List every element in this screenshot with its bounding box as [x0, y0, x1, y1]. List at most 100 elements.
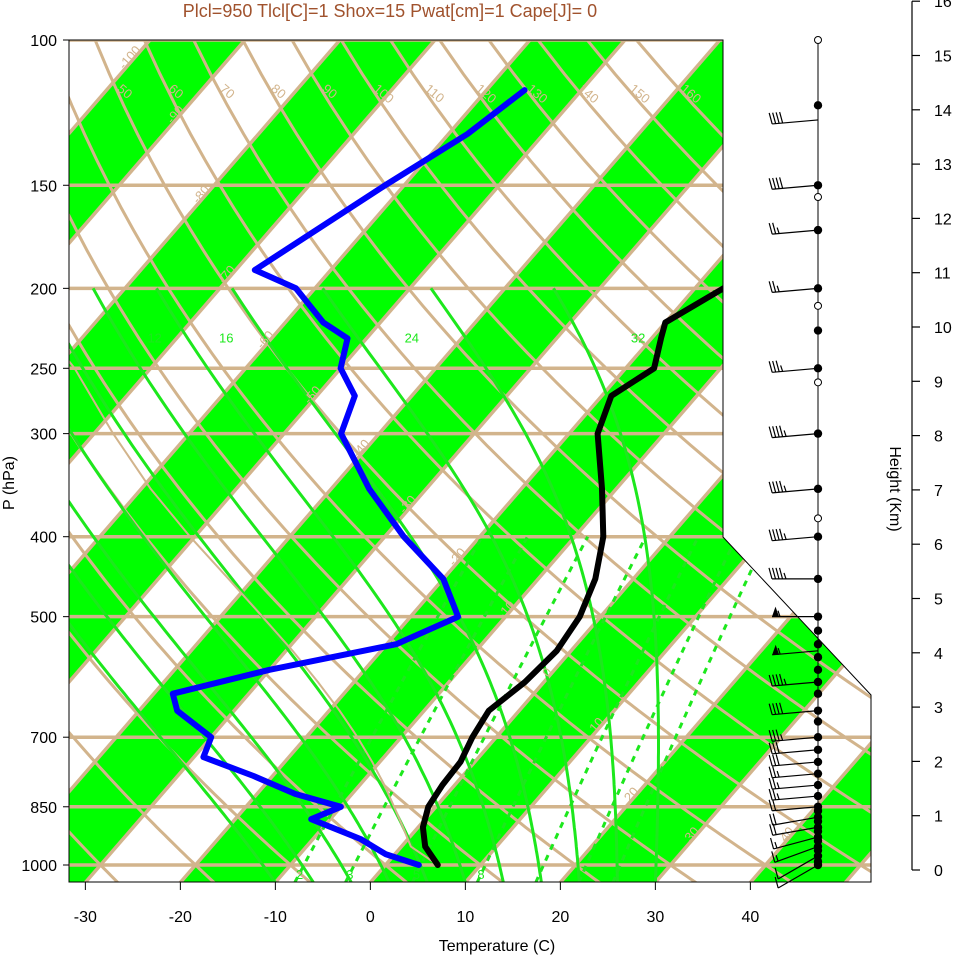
wind-barb: [768, 777, 819, 790]
wind-level-dot: [813, 717, 823, 726]
mixing-ratio-lines: [293, 535, 769, 882]
wind-level-dot: [813, 653, 823, 662]
pressure-tick-label: 500: [30, 610, 57, 627]
pressure-tick-label: 200: [30, 281, 57, 298]
wind-barb: [768, 111, 819, 125]
temperature-tick-label: 0: [366, 909, 375, 926]
isotherm-line: [544, 40, 871, 882]
wind-level-dot: [813, 689, 823, 698]
wind-barb: [772, 606, 818, 618]
moist-adiabat: [69, 287, 353, 882]
dry-adiabat: [69, 40, 136, 882]
dry-adiabat: [318, 40, 871, 882]
moist-adiabat: [429, 287, 619, 882]
moist-adiabat-label: 16: [219, 330, 233, 345]
height-tick-label: 11: [934, 266, 951, 283]
wind-level-dot: [813, 364, 823, 373]
dry-adiabat-label: 70: [217, 81, 238, 102]
height-tick-label: 7: [934, 483, 943, 500]
pressure-tick-label: 700: [30, 730, 57, 747]
pressure-axis: 100 150 200 250 300 400 500 700 850 1000: [21, 33, 69, 875]
wind-barb: [768, 742, 819, 755]
wind-level-dot: [813, 101, 823, 110]
wind-level-open-dot: [814, 36, 822, 44]
wind-level-open-dot: [814, 193, 822, 202]
parcel-profile: [69, 321, 439, 866]
moist-adiabat: [321, 287, 581, 882]
parcel-line: [69, 321, 439, 866]
temperature-axis-label: Temperature (C): [439, 938, 555, 955]
height-tick-label: 4: [934, 646, 943, 663]
pressure-tick-label: 150: [30, 178, 57, 195]
dry-adiabat: [69, 40, 722, 882]
dry-adiabat: [365, 40, 871, 882]
height-tick-label: 8: [934, 429, 943, 446]
mixing-ratio-line: [611, 536, 769, 882]
wind-barb: [768, 673, 819, 687]
temperature-band: [69, 40, 848, 882]
wind-barb: [768, 222, 819, 235]
pressure-tick-label: 850: [30, 800, 57, 817]
wind-barb: [768, 567, 818, 580]
isotherm-line: [69, 40, 849, 882]
height-tick-label: 2: [934, 754, 943, 771]
height-tick-label: 6: [934, 537, 943, 554]
height-tick-label: 10: [934, 320, 952, 337]
dry-adiabat: [270, 40, 871, 882]
height-axis-label: Height (Km): [886, 446, 903, 531]
isotherm-line: [69, 40, 374, 882]
dewpoint-profile: [169, 87, 528, 868]
wind-level-dot: [813, 626, 823, 635]
pressure-tick-label: 300: [30, 427, 57, 444]
wind-level-dot: [813, 429, 823, 438]
wind-barb: [768, 528, 819, 542]
mixing-ratio-line: [410, 536, 590, 882]
mixing-ratio-line: [475, 536, 648, 882]
isotherm-line: [639, 40, 871, 882]
temperature-tick-label: 20: [551, 909, 569, 926]
wind-profile-column: [768, 36, 823, 889]
temperature-axis: -30 -20 -10 0 10 20 30 40: [74, 882, 759, 926]
isotherm-line: [69, 40, 754, 882]
height-tick-label: 0: [934, 863, 943, 880]
pressure-tick-label: 400: [30, 530, 57, 547]
isotherm-line: [734, 40, 871, 882]
height-tick-label: 16: [934, 0, 952, 11]
isotherm-line: [69, 40, 469, 882]
height-tick-label: 13: [934, 157, 952, 174]
wind-barb: [768, 766, 819, 779]
moist-adiabat: [155, 287, 505, 882]
height-tick-label: 5: [934, 592, 943, 609]
temperature-band: [735, 40, 871, 882]
wind-barb: [768, 788, 819, 801]
wind-level-dot: [813, 640, 823, 649]
wind-level-open-dot: [814, 514, 822, 523]
wind-barb: [769, 813, 819, 826]
wind-barb: [768, 480, 819, 494]
moist-adiabats: [69, 287, 660, 882]
isotherm-line: [259, 40, 871, 882]
mixing-ratio-label: 2: [296, 867, 303, 882]
pressure-tick-label: 100: [30, 33, 57, 50]
pressure-axis-label: P (hPa): [1, 456, 18, 510]
wind-barb: [768, 425, 819, 439]
wind-barb: [769, 836, 819, 850]
isotherm-line: [69, 40, 564, 882]
mixing-ratio-label: 5: [413, 867, 420, 882]
dry-adiabat: [69, 40, 624, 882]
moist-adiabat-label: 24: [405, 330, 419, 345]
moist-adiabat: [69, 287, 277, 882]
dry-adiabat: [69, 40, 527, 882]
dry-adiabat: [69, 40, 234, 882]
pressure-tick-label: 250: [30, 361, 57, 378]
wind-barb: [768, 702, 819, 716]
plot-frame: [68, 39, 872, 883]
moist-adiabat: [69, 287, 391, 882]
temperature-tick-label: -10: [264, 909, 287, 926]
dry-adiabat-label: 150: [627, 81, 653, 106]
temperature-tick-label: -20: [169, 909, 192, 926]
temperature-tick-label: -30: [74, 909, 97, 926]
wind-barb: [774, 864, 819, 889]
